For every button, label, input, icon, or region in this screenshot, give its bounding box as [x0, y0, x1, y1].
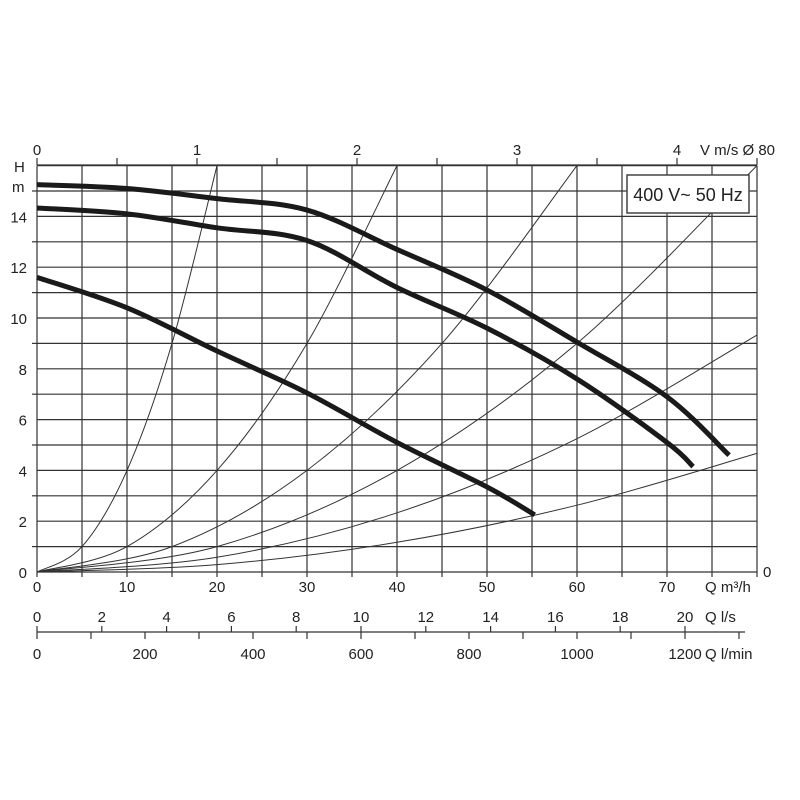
ls-tick-label: 18: [612, 609, 629, 626]
y-tick-label: 2: [19, 514, 27, 531]
system-curves: [36, 165, 758, 573]
lmin-tick-label: 0: [33, 646, 41, 663]
y-tick-label: 6: [19, 413, 27, 430]
system-curve-1: [36, 165, 218, 573]
ls-tick-label: 6: [227, 609, 235, 626]
top-tick-label: 3: [513, 142, 521, 159]
x-tick-label: 70: [659, 579, 676, 596]
lmin-tick-label: 400: [240, 646, 265, 663]
y-axis-label: H: [14, 159, 25, 176]
ls-tick-label: 2: [98, 609, 106, 626]
top-axis-label: V m/s Ø 80: [700, 142, 775, 159]
x-tick-label: 10: [119, 579, 136, 596]
x-tick-label: 0: [33, 579, 41, 596]
system-curve-4: [36, 165, 758, 573]
system-curve-5: [36, 334, 758, 573]
system-curve-3: [36, 165, 578, 573]
x-tick-label: 40: [389, 579, 406, 596]
ls-tick-label: 10: [353, 609, 370, 626]
lmin-tick-label: 600: [348, 646, 373, 663]
system-curve-6: [36, 452, 758, 573]
x-tick-label: 50: [479, 579, 496, 596]
x-tick-label: 20: [209, 579, 226, 596]
lmin-tick-label: 800: [456, 646, 481, 663]
top-tick-label: 0: [33, 142, 41, 159]
y-tick-label: 4: [19, 463, 27, 480]
pump-curve-3: [36, 274, 536, 518]
voltage-label-box: 400 V~ 50 Hz: [626, 174, 750, 214]
top-tick-label: 4: [673, 142, 681, 159]
ls-tick-label: 4: [162, 609, 170, 626]
top-tick-label: 1: [193, 142, 201, 159]
x-tick-label: 30: [299, 579, 316, 596]
x-axis-right-zero: 0: [763, 564, 771, 581]
lmin-tick-label: 1200: [668, 646, 701, 663]
y-tick-label: 14: [10, 209, 27, 226]
x-tick-label: 60: [569, 579, 586, 596]
grid: [36, 165, 758, 573]
pump-curves: [36, 182, 731, 518]
ls-tick-label: 0: [33, 609, 41, 626]
ls-tick-label: 20: [677, 609, 694, 626]
ls-tick-label: 14: [482, 609, 499, 626]
y-tick-label: 8: [19, 362, 27, 379]
lmin-tick-label: 1000: [560, 646, 593, 663]
y-tick-label: 0: [19, 565, 27, 582]
pump-curve-1: [36, 182, 731, 457]
voltage-label: 400 V~ 50 Hz: [633, 185, 743, 205]
y-tick-label: 10: [10, 311, 27, 328]
y-axis-unit: m: [12, 179, 25, 196]
pump-curve-2: [36, 205, 695, 469]
ls-tick-label: 12: [417, 609, 434, 626]
top-tick-label: 2: [353, 142, 361, 159]
ls-tick-label: 16: [547, 609, 564, 626]
ls-tick-label: 8: [292, 609, 300, 626]
lmin-tick-label: 200: [132, 646, 157, 663]
ls-axis-label: Q l/s: [705, 609, 736, 626]
y-tick-label: 12: [10, 260, 27, 277]
lmin-axis-label: Q l/min: [705, 646, 753, 663]
x-axis-label: Q m³/h: [705, 579, 751, 596]
